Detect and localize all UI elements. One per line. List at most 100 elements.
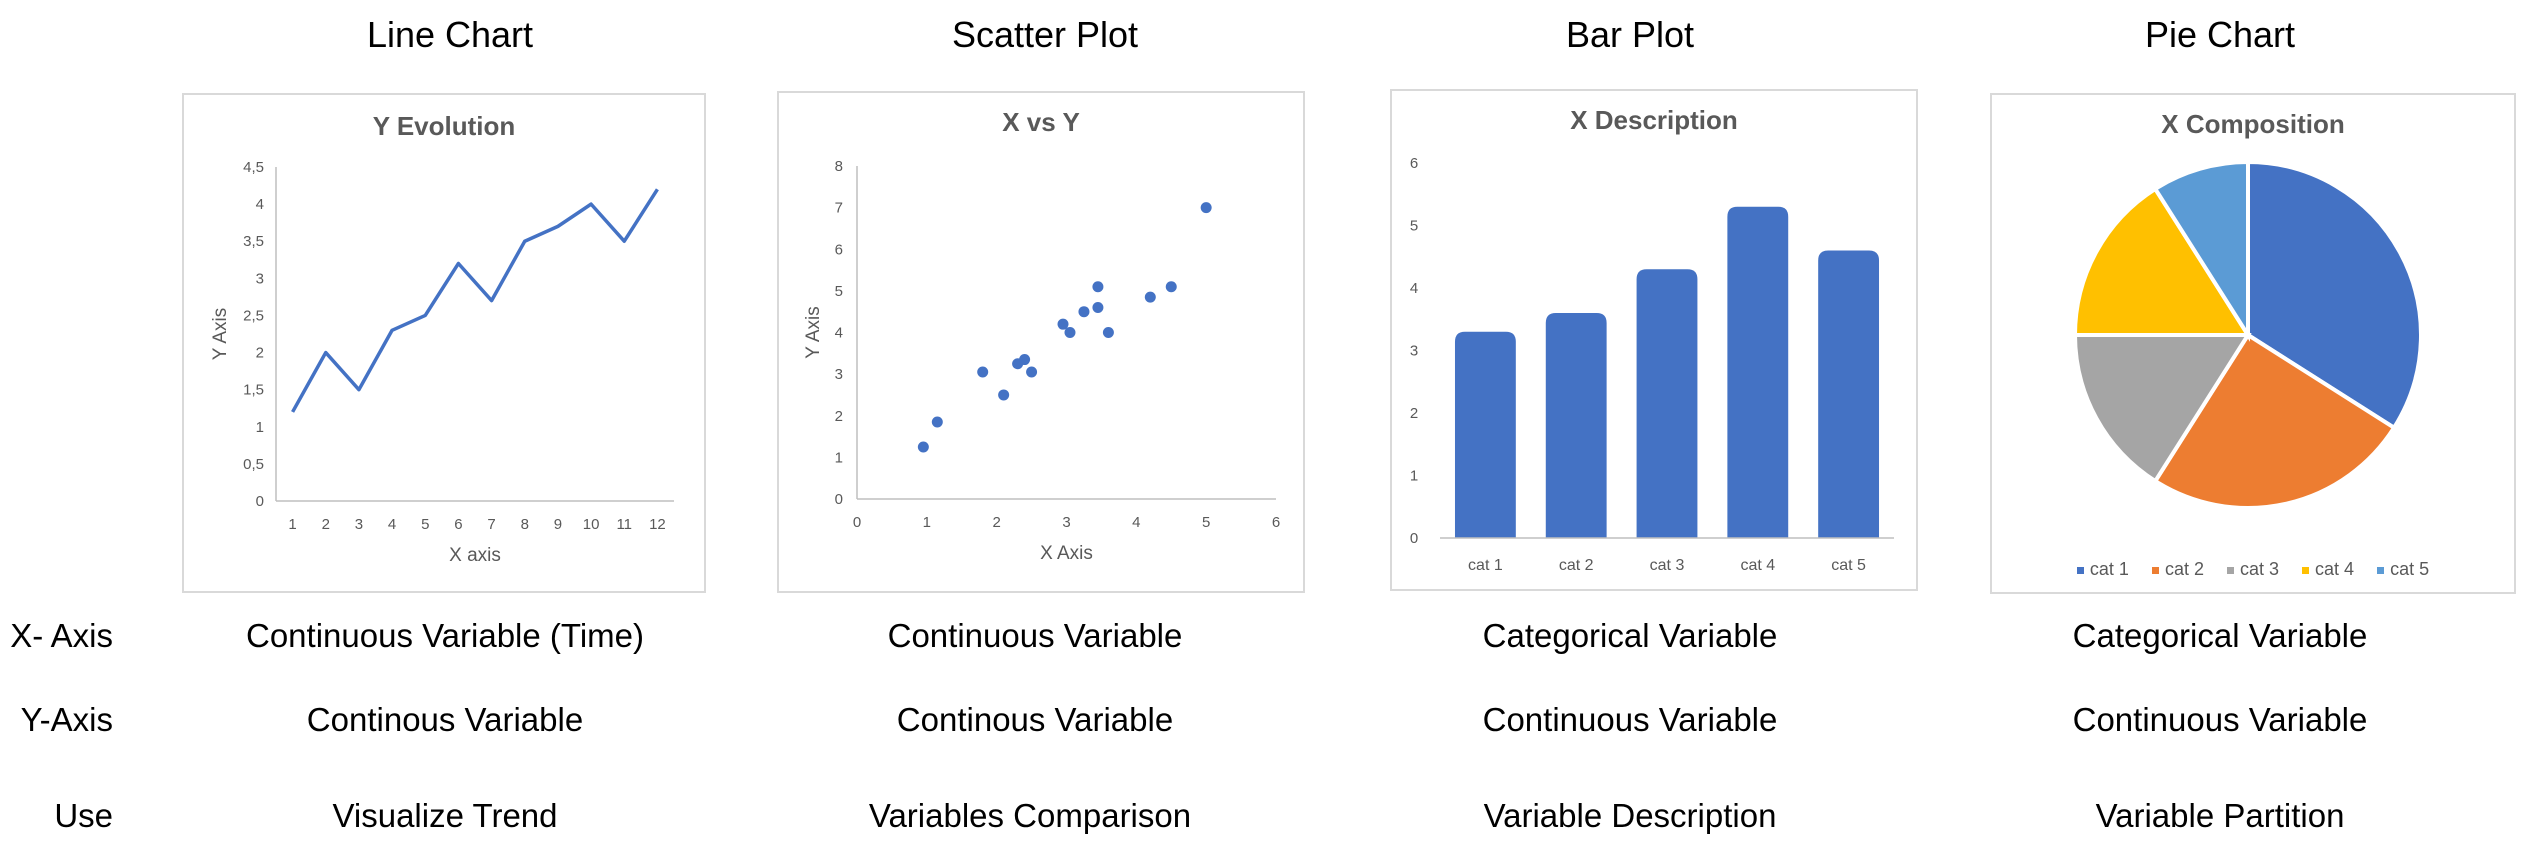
scatter-point: [1078, 306, 1090, 318]
x-tick-label: 3: [1062, 514, 1070, 531]
legend-item: cat 4: [2302, 559, 2354, 580]
scatter-point: [1026, 366, 1038, 378]
x-tick-label: 9: [554, 516, 562, 533]
y-tick-label: 4: [835, 325, 843, 342]
scatter-point: [1165, 281, 1177, 293]
x-tick-label: 4: [388, 516, 396, 533]
y-tick-label: 0: [1410, 530, 1418, 547]
x-tick-label: 5: [421, 516, 429, 533]
x-tick-label: 5: [1202, 514, 1210, 531]
cell-bar-use: Variable Description: [1483, 797, 1777, 834]
bar-plot: X Description 0 1 2 3 4 5 6 cat 1 cat 2 cat 3 cat 4…: [1410, 105, 1894, 574]
chart-title: X Composition: [2161, 109, 2344, 139]
x-tick-label: 2: [322, 516, 330, 533]
bar-plot-panel: X Description 0 1 2 3 4 5 6 cat 1 cat 2 cat 3 cat 4…: [1390, 89, 1918, 591]
pie-slice: [2072, 333, 2252, 484]
y-tick-label: 4: [256, 196, 264, 213]
scatter-point: [1092, 302, 1104, 314]
x-tick-label: cat 5: [1831, 557, 1866, 574]
x-tick-label: 6: [454, 516, 462, 533]
y-tick-label: 2,5: [243, 307, 264, 324]
x-axis-label: X Axis: [1040, 543, 1093, 564]
x-tick-label: cat 2: [1559, 557, 1594, 574]
scatter-plot-panel: X vs Y 0 1 2 3 4 5 6 7 8 0 1 2 3 4 5 6 X Axis Y Axis: [777, 91, 1305, 593]
x-tick-label: 2: [992, 514, 1000, 531]
chart-title: Y Evolution: [373, 111, 516, 141]
scatter-point: [1102, 327, 1114, 338]
bar: [1545, 313, 1607, 538]
legend-swatch: [2226, 566, 2234, 574]
row-label-use: Use: [54, 797, 113, 834]
x-tick-label: 7: [487, 516, 495, 533]
chart-title: X vs Y: [1002, 107, 1080, 137]
x-tick-label: 0: [853, 514, 861, 531]
x-tick-label: 4: [1132, 514, 1140, 531]
pie-slice: [2152, 159, 2250, 342]
x-tick-label: 6: [1272, 514, 1280, 531]
x-tick-label: 10: [583, 516, 600, 533]
column-title-pie-chart: Pie Chart: [2144, 14, 2296, 55]
legend-item: cat 5: [2377, 559, 2429, 580]
pie-chart-panel: X Composition cat 1 cat 2 cat 3 cat 4 ca…: [1990, 93, 2516, 594]
scatter-point: [1064, 327, 1076, 338]
cell-scatter-x-axis: Continuous Variable: [887, 617, 1183, 654]
bar: [1818, 250, 1880, 538]
y-tick-label: 3: [1410, 343, 1418, 360]
legend-swatch: [2377, 566, 2385, 574]
chart-title: X Description: [1570, 105, 1738, 135]
y-tick-label: 0,5: [243, 456, 264, 473]
x-tick-label: 8: [521, 516, 529, 533]
y-axis-label: Y Axis: [210, 308, 231, 360]
scatter-point: [1057, 318, 1069, 330]
y-tick-label: 5: [1410, 218, 1418, 235]
pie-slice: [2072, 186, 2252, 337]
y-tick-label: 1: [835, 449, 843, 466]
column-title-bar-plot: Bar Plot: [1565, 14, 1695, 55]
bar: [1636, 269, 1698, 538]
y-tick-label: 7: [835, 200, 843, 217]
y-tick-label: 2: [835, 408, 843, 425]
row-label-y-axis: Y-Axis: [20, 701, 113, 738]
x-tick-label: cat 3: [1650, 557, 1685, 574]
pie-legend: cat 1 cat 2 cat 3 cat 4 cat 5: [1992, 559, 2514, 580]
y-tick-label: 1: [256, 419, 264, 436]
bar: [1454, 331, 1516, 538]
column-title-line-chart: Line Chart: [366, 14, 534, 55]
scatter-point: [977, 366, 989, 378]
x-tick-label: cat 4: [1740, 557, 1775, 574]
pie-chart: X Composition: [2072, 109, 2423, 510]
cell-line-y-axis: Continous Variable: [306, 701, 584, 738]
legend-label: cat 4: [2315, 559, 2355, 579]
legend-swatch: [2302, 566, 2310, 574]
x-tick-label: 3: [355, 516, 363, 533]
y-tick-label: 6: [835, 241, 843, 258]
legend-label: cat 2: [2164, 559, 2204, 579]
cell-scatter-use: Variables Comparison: [868, 797, 1192, 834]
cell-pie-x-axis: Categorical Variable: [2072, 617, 2368, 654]
y-tick-label: 4: [1410, 280, 1418, 297]
scatter-point: [1092, 281, 1104, 293]
y-tick-label: 0: [256, 493, 264, 510]
scatter-point: [1144, 291, 1156, 303]
y-tick-label: 1: [1410, 468, 1418, 485]
x-tick-label: cat 1: [1468, 557, 1503, 574]
legend-swatch: [2076, 566, 2084, 574]
legend-label: cat 1: [2089, 559, 2129, 579]
scatter-plot: X vs Y 0 1 2 3 4 5 6 7 8 0 1 2 3 4 5 6 X Axis Y Axis: [803, 107, 1280, 564]
legend-swatch: [2151, 566, 2159, 574]
cell-line-x-axis: Continuous Variable (Time): [246, 617, 644, 654]
x-tick-label: 11: [616, 516, 632, 533]
cell-pie-y-axis: Continuous Variable: [2072, 701, 2368, 738]
x-axis-label: X axis: [449, 545, 501, 566]
y-tick-label: 4,5: [243, 159, 264, 176]
scatter-point: [931, 416, 943, 428]
series-line: [291, 188, 659, 413]
legend-label: cat 3: [2239, 559, 2280, 579]
y-tick-label: 6: [1410, 155, 1418, 172]
column-title-scatter-plot: Scatter Plot: [951, 14, 1139, 55]
cell-line-use: Visualize Trend: [332, 797, 558, 834]
cell-pie-use: Variable Partition: [2095, 797, 2345, 834]
legend-item: cat 3: [2226, 559, 2280, 580]
legend-item: cat 2: [2151, 559, 2204, 580]
